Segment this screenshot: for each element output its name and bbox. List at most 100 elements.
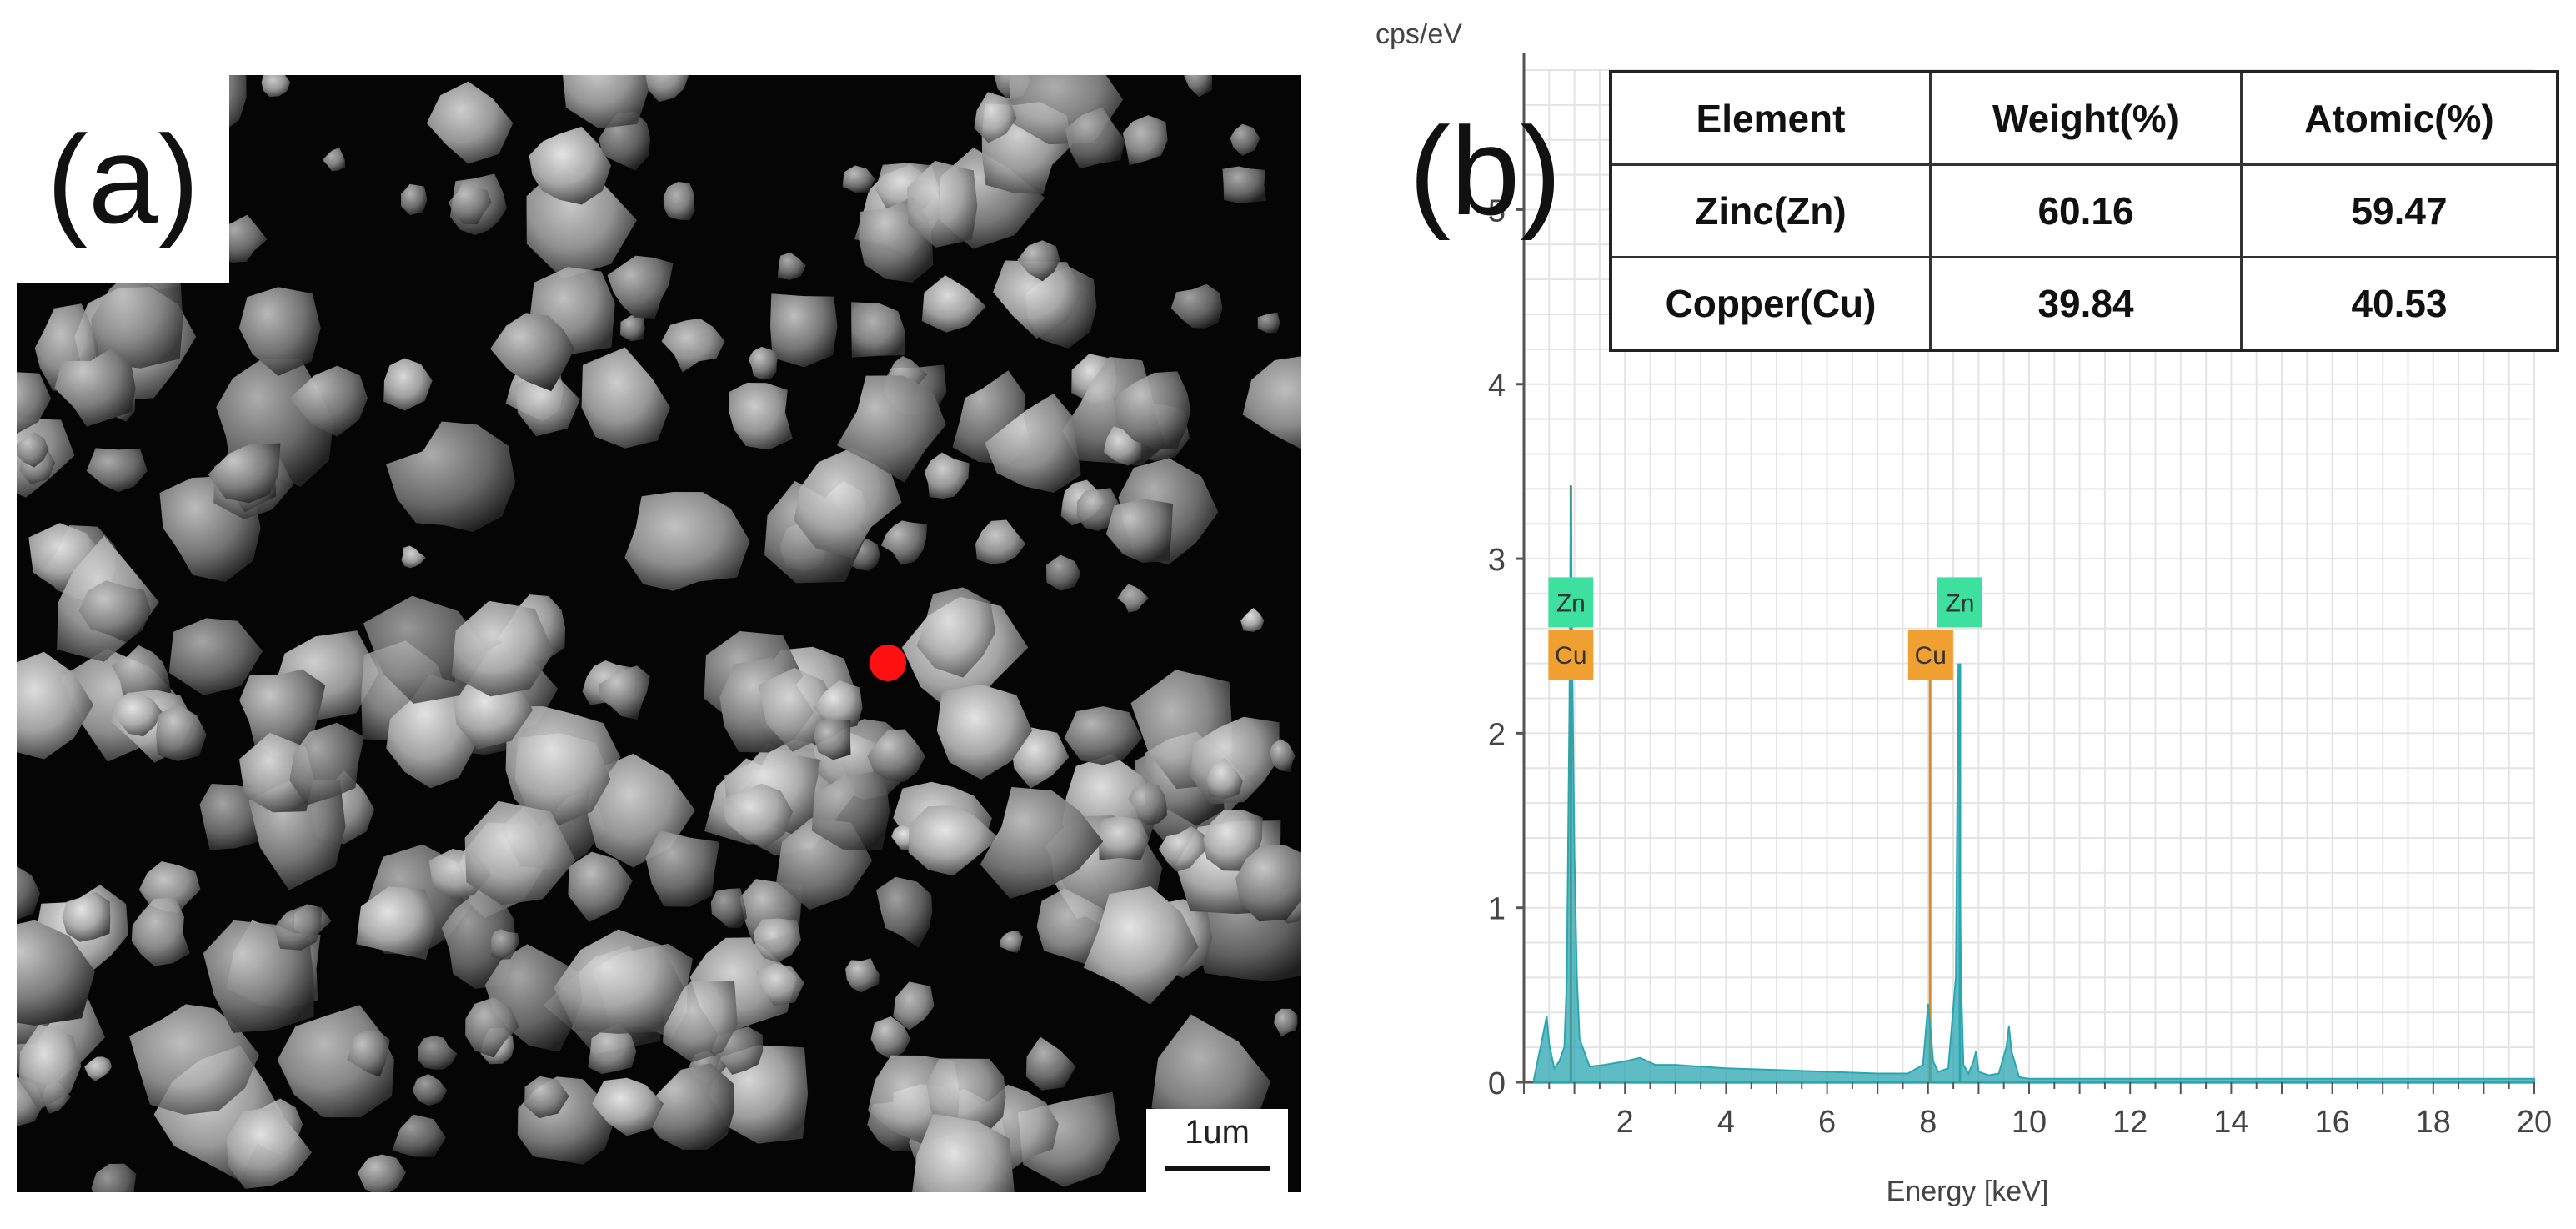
sem-particle	[1000, 931, 1023, 953]
sem-particle	[111, 645, 172, 705]
sem-particle	[261, 75, 291, 98]
sem-particle	[554, 929, 684, 1034]
sem-particle	[1117, 584, 1149, 613]
sem-particle	[386, 421, 516, 532]
sem-particle	[84, 1056, 113, 1081]
sem-particle	[239, 669, 326, 756]
sem-particle	[814, 720, 851, 760]
sem-particle	[1083, 886, 1199, 1005]
sem-particle	[208, 443, 281, 504]
panel-b-label: (b)	[1409, 101, 1562, 241]
sem-particle	[357, 1154, 407, 1192]
sem-particle	[17, 920, 95, 1026]
sem-particle	[974, 92, 1017, 143]
sem-particle	[607, 255, 674, 319]
sem-particle	[490, 313, 575, 392]
sem-particle	[661, 318, 725, 373]
sem-particle	[748, 346, 779, 380]
x-tick-label: 2	[1616, 1105, 1634, 1140]
sem-particle	[907, 160, 978, 248]
table-header-cell: Element	[1609, 70, 1932, 166]
element-annotations: Zn Cu Zn Cu	[1548, 577, 1982, 680]
table-cell: Copper(Cu)	[1609, 256, 1932, 352]
x-tick-label: 4	[1717, 1105, 1735, 1140]
sem-particle	[441, 892, 516, 989]
sem-particle	[18, 1024, 82, 1111]
sem-particle	[921, 275, 986, 333]
table-header-cell: Atomic(%)	[2240, 70, 2559, 166]
x-tick-label: 8	[1919, 1105, 1937, 1140]
sem-particle	[975, 519, 1026, 564]
sem-particle	[845, 958, 880, 993]
sem-particle	[1240, 607, 1265, 632]
table-cell: 40.53	[2240, 256, 2559, 352]
sem-particle	[86, 448, 148, 493]
sem-particle	[770, 293, 838, 368]
sem-particle	[1064, 706, 1142, 765]
sem-particle	[813, 680, 863, 730]
element-label: Cu	[1915, 642, 1947, 670]
sem-micrograph-panel: (a) 1um	[17, 75, 1301, 1192]
sem-particle	[663, 182, 695, 221]
sem-particle	[926, 1058, 1006, 1134]
sem-particle	[753, 918, 801, 963]
sem-particle	[893, 981, 935, 1031]
sem-particle	[1159, 825, 1208, 872]
sem-particle	[1170, 283, 1223, 329]
sem-particle	[1076, 488, 1121, 531]
sem-particle	[1242, 356, 1301, 449]
sem-particle	[721, 783, 793, 850]
x-tick-label: 20	[2517, 1105, 2552, 1140]
sem-particle	[645, 75, 689, 103]
sem-particle	[1235, 845, 1301, 922]
sem-particle	[131, 897, 190, 966]
sem-particle	[924, 452, 970, 499]
sem-particle	[985, 394, 1081, 493]
y-tick-label: 3	[1488, 543, 1506, 578]
table-cell: 60.16	[1929, 163, 2243, 258]
analysis-point-marker	[870, 645, 906, 681]
sem-particle	[876, 876, 933, 948]
element-label-box	[1937, 577, 1982, 628]
sem-particle	[17, 432, 49, 468]
sem-particle	[217, 214, 268, 263]
sem-particle	[322, 148, 346, 172]
sem-particle	[598, 665, 650, 720]
sem-particle	[640, 1063, 734, 1150]
sem-particle	[62, 892, 111, 942]
sem-particle	[1128, 782, 1167, 826]
sem-particle	[729, 383, 793, 450]
sem-particle	[1098, 816, 1150, 860]
x-tick-label: 16	[2314, 1105, 2349, 1140]
sem-particle	[156, 704, 207, 761]
sem-particle	[112, 692, 163, 737]
sem-particles	[17, 75, 1301, 1192]
element-label-box	[1548, 630, 1594, 680]
scale-bar: 1um	[1146, 1109, 1288, 1192]
sem-particle	[581, 347, 670, 449]
sem-particle	[426, 81, 514, 164]
sem-particle	[1065, 107, 1125, 169]
x-tick-label: 10	[2012, 1105, 2047, 1140]
sem-particle	[993, 260, 1084, 339]
sem-particle	[418, 1036, 458, 1070]
sem-particle	[936, 684, 1033, 780]
sem-particle	[1270, 739, 1296, 772]
sem-particle	[851, 302, 905, 358]
y-tick-label: 5	[1488, 193, 1506, 228]
table-row: Copper(Cu) 39.84 40.53	[1609, 256, 2559, 352]
sem-particle	[17, 651, 94, 760]
y-tick-label: 4	[1488, 369, 1506, 404]
sem-particle	[1184, 75, 1213, 98]
sem-particle	[238, 287, 321, 376]
sem-micrograph	[17, 75, 1301, 1192]
sem-particle	[1151, 1014, 1271, 1137]
scale-bar-line	[1165, 1166, 1270, 1171]
peak-lines	[1569, 485, 1962, 1082]
sem-particle	[448, 181, 492, 224]
sem-particle	[347, 1030, 390, 1077]
sem-particle	[401, 545, 426, 569]
sem-particle	[505, 706, 621, 827]
sem-particle	[568, 851, 633, 923]
